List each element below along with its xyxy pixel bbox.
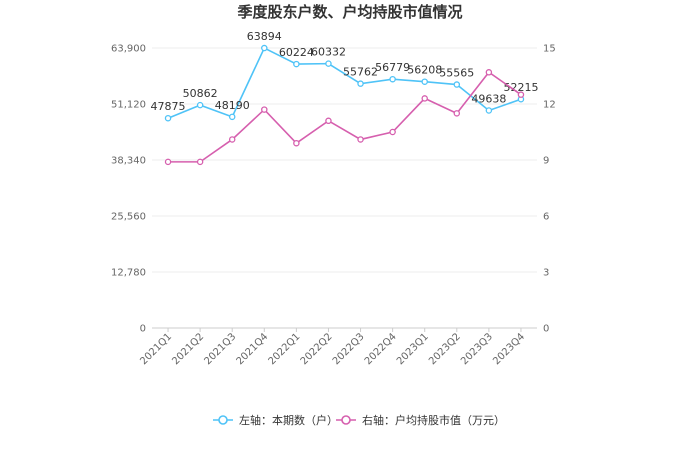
right-axis-tick-label: 9 [543,156,549,167]
left-axis-tick-label: 25,560 [111,212,146,223]
data-point [485,69,493,76]
data-point [485,107,493,114]
x-tick-label: 2021Q2 [170,331,206,367]
x-tick-label: 2023Q4 [491,331,527,367]
data-label: 50862 [183,87,218,100]
data-point [357,80,364,87]
left-axis-tick-label: 51,120 [111,100,146,111]
x-tick-label: 2022Q3 [331,331,367,367]
left-axis-tick-label: 38,340 [111,156,146,167]
data-point [196,158,204,166]
x-tick-label: 2023Q2 [427,331,463,367]
data-point [325,60,332,67]
chart-title: 季度股东户数、户均持股市值情况 [237,3,462,21]
data-point [357,136,364,143]
data-point [196,101,204,109]
left-axis-tick-label: 0 [140,324,146,335]
data-point [228,113,236,121]
data-point [228,136,236,143]
right-axis-tick-label: 15 [543,44,556,55]
legend-swatch-marker [341,415,351,425]
data-point [293,60,300,68]
data-point [293,139,300,147]
data-label: 55565 [439,67,474,80]
right-axis-tick-label: 12 [543,100,556,111]
data-label: 60224 [279,46,314,59]
data-point [453,81,461,88]
data-point [453,110,461,117]
data-label: 56779 [375,61,410,74]
data-point [421,78,428,85]
data-label: 49638 [471,92,506,105]
data-label: 55762 [343,66,378,79]
right-axis-tick-label: 3 [543,268,549,279]
x-tick-label: 2023Q3 [459,331,495,367]
x-tick-label: 2021Q4 [235,331,271,367]
x-tick-label: 2023Q1 [395,331,431,367]
data-label: 63894 [247,30,282,43]
right-axis-tick-label: 0 [543,324,549,335]
data-point [164,158,172,166]
data-point [389,75,396,83]
x-tick-label: 2022Q4 [363,331,399,367]
legend-label: 右轴：户均持股市值（万元） [362,413,505,427]
x-tick-label: 2022Q2 [299,331,335,367]
data-label: 56208 [407,64,442,77]
legend-label: 左轴：本期数（户） [239,413,338,427]
data-point [261,106,268,113]
data-point [421,95,428,102]
legend[interactable]: 左轴：本期数（户） 右轴：户均持股市值（万元） [213,413,505,427]
right-axis-tick-label: 6 [543,212,549,223]
left-axis-tick-label: 12,780 [111,268,146,279]
series-line-avg-value [168,71,522,163]
data-point [164,114,172,122]
grid [152,47,537,329]
series-line-holders [167,46,522,119]
data-point [325,117,332,125]
x-tick-label: 2021Q3 [202,331,238,367]
x-tick-label: 2022Q1 [267,331,303,367]
data-point [389,128,396,136]
left-axis-tick-label: 63,900 [111,44,146,55]
data-label: 60332 [311,46,346,59]
data-point [261,44,268,52]
data-label: 47875 [151,100,186,113]
data-point [517,91,525,98]
data-label: 48190 [215,99,250,112]
legend-swatch-marker [218,415,228,425]
data-label: 52215 [503,81,538,94]
x-tick-label: 2021Q1 [138,331,174,367]
